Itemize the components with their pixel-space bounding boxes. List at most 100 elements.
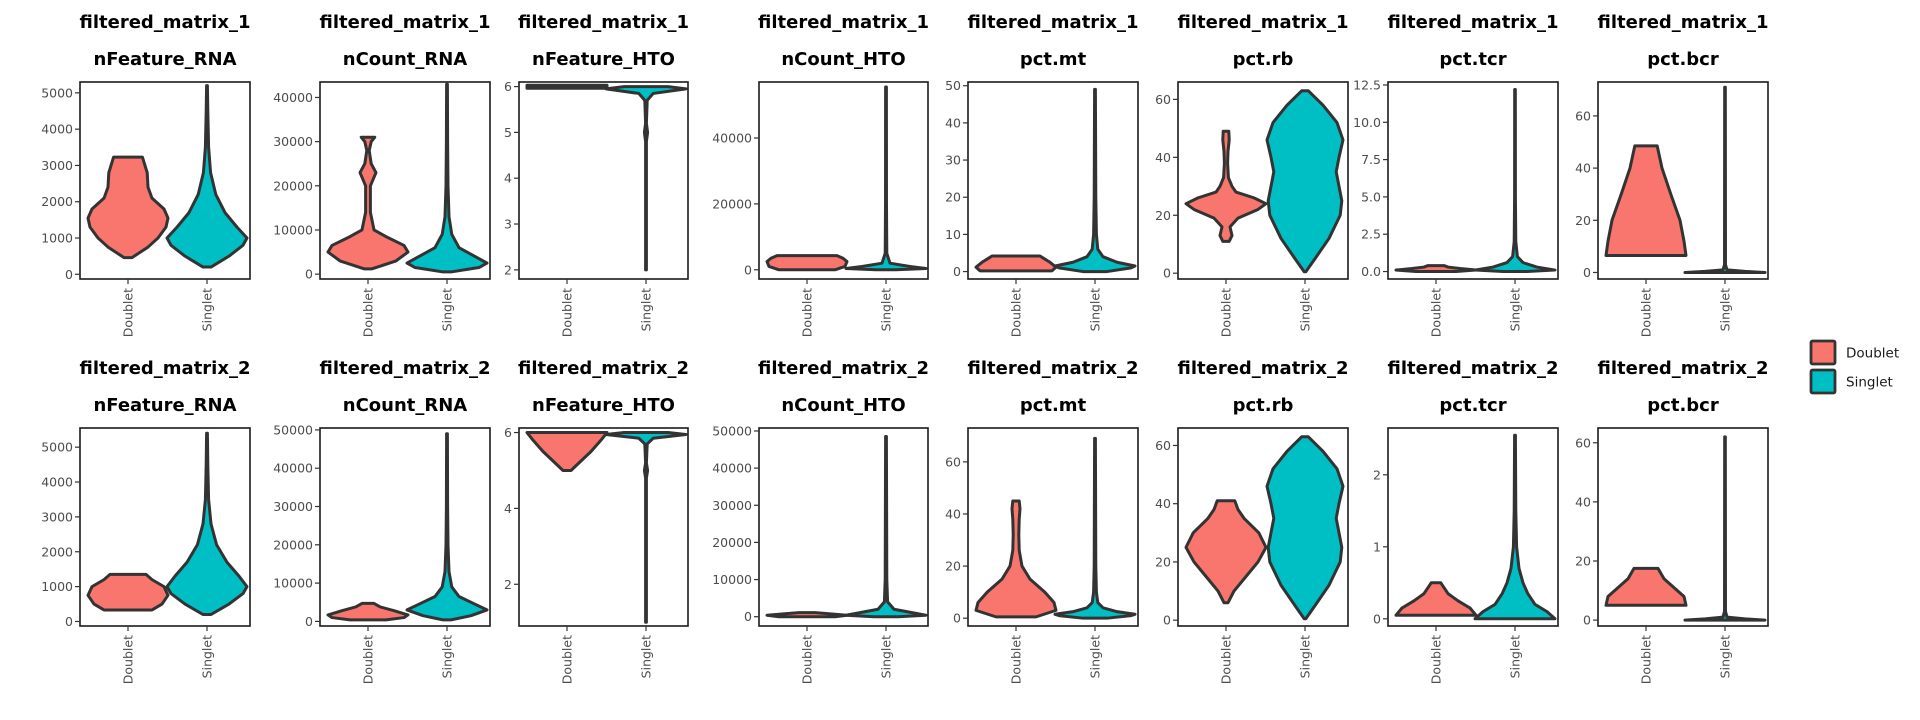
panel-title-dataset: filtered_matrix_1 (1598, 12, 1769, 33)
panel-frame (319, 81, 491, 280)
violin-doublet (974, 254, 1058, 273)
panel-title-metric: pct.rb (1233, 395, 1294, 416)
violin-doublet (1184, 129, 1268, 243)
y-tick-label: 10 (945, 227, 961, 242)
y-tick-label: 60 (1575, 108, 1591, 123)
y-tick-label: 20 (1575, 553, 1591, 568)
x-tick-label: Doublet (1639, 635, 1654, 684)
panel-frame (1597, 427, 1769, 627)
x-tick-label: Doublet (361, 635, 376, 684)
panel-title-metric: pct.rb (1233, 49, 1294, 70)
y-tick-label: 5 (504, 125, 512, 140)
panel-title-metric: pct.bcr (1647, 395, 1719, 416)
panel-filtered_matrix_2-nCount_HTO: filtered_matrix_2 nCount_HTO 0 10000 20000 30… (712, 358, 929, 684)
panel-frame (1387, 81, 1559, 280)
panel-frame (79, 427, 251, 627)
legend-item-singlet: Singlet (1809, 368, 1893, 395)
y-tick-label: 10.0 (1353, 115, 1381, 130)
x-tick-label: Singlet (1088, 635, 1103, 678)
x-tick-label: Singlet (440, 288, 455, 331)
y-tick-label: 40000 (712, 461, 752, 476)
y-tick-label: 2 (1373, 467, 1381, 482)
violin-singlet (405, 82, 489, 274)
panel-title-metric: nCount_HTO (781, 395, 905, 416)
y-tick-label: 0 (65, 267, 73, 282)
panel-frame (758, 81, 929, 280)
x-tick-label: Doublet (1429, 288, 1444, 337)
panel-title-dataset: filtered_matrix_1 (968, 12, 1139, 33)
legend-label: Doublet (1846, 346, 1899, 362)
panel-filtered_matrix_2-pct.rb: filtered_matrix_2 pct.rb 0 20 40 60 Doublet Sin… (1155, 358, 1349, 684)
panel-filtered_matrix_2-nCount_RNA: filtered_matrix_2 nCount_RNA 0 10000 20000 30… (273, 358, 491, 684)
panel-filtered_matrix_2-pct.mt: filtered_matrix_2 pct.mt 0 20 40 60 Doublet Sin… (945, 358, 1139, 684)
y-tick-label: 2 (504, 577, 512, 592)
panel-filtered_matrix_2-nFeature_HTO: filtered_matrix_2 nFeature_HTO 2 4 6 Doublet S… (504, 358, 689, 684)
y-tick-label: 4000 (41, 475, 73, 490)
panel-filtered_matrix_1-pct.tcr: filtered_matrix_1 pct.tcr 0.0 2.5 5.0 7.5 10.0… (1353, 12, 1559, 337)
panel-title-dataset: filtered_matrix_1 (518, 12, 689, 33)
violin-doublet (86, 572, 170, 612)
panel-title-dataset: filtered_matrix_2 (968, 358, 1139, 379)
y-tick-label: 2.5 (1361, 227, 1381, 242)
y-tick-label: 1000 (41, 231, 73, 246)
x-tick-label: Doublet (121, 288, 136, 337)
x-tick-label: Singlet (639, 288, 654, 331)
y-tick-label: 50000 (712, 423, 752, 438)
legend-item-doublet: Doublet (1809, 339, 1899, 366)
y-tick-label: 0 (305, 614, 313, 629)
panel-frame (967, 81, 1139, 280)
violin-singlet (1473, 87, 1557, 274)
y-tick-label: 4 (504, 501, 512, 516)
y-tick-label: 30000 (273, 134, 313, 149)
panel-title-dataset: filtered_matrix_1 (1178, 12, 1349, 33)
panel-title-metric: nCount_RNA (343, 49, 468, 70)
y-tick-label: 5000 (41, 440, 73, 455)
panel-filtered_matrix_1-nCount_RNA: filtered_matrix_1 nCount_RNA 0 10000 20000 30… (273, 12, 491, 337)
y-tick-label: 0 (744, 262, 752, 277)
y-tick-label: 20 (945, 190, 961, 205)
y-tick-label: 1 (1373, 539, 1381, 554)
violin-singlet (604, 431, 688, 624)
x-tick-label: Doublet (800, 288, 815, 337)
panel-title-dataset: filtered_matrix_2 (80, 358, 251, 379)
panel-title-metric: pct.mt (1020, 49, 1087, 70)
y-tick-label: 4 (504, 171, 512, 186)
y-tick-label: 0 (953, 611, 961, 626)
x-tick-label: Doublet (1219, 288, 1234, 337)
y-tick-label: 50000 (273, 422, 313, 437)
violin-singlet (165, 84, 249, 269)
panel-filtered_matrix_1-pct.bcr: filtered_matrix_1 pct.bcr 0 20 40 60 Doublet Si… (1575, 12, 1769, 337)
panel-title-dataset: filtered_matrix_1 (80, 12, 251, 33)
violin-singlet (1265, 89, 1345, 274)
x-tick-label: Singlet (1718, 635, 1733, 678)
y-tick-label: 30000 (712, 498, 752, 513)
y-tick-label: 40000 (273, 90, 313, 105)
panel-frame (1597, 81, 1769, 280)
y-tick-label: 20000 (273, 178, 313, 193)
violin-doublet (326, 601, 410, 622)
y-tick-label: 7.5 (1361, 152, 1381, 167)
x-tick-label: Doublet (560, 635, 575, 684)
x-tick-label: Doublet (1219, 635, 1234, 684)
legend-swatch (1809, 368, 1837, 395)
violin-singlet (405, 432, 489, 622)
violin-doublet (525, 83, 609, 90)
y-tick-label: 40 (945, 115, 961, 130)
y-tick-label: 60 (1155, 438, 1171, 453)
y-tick-label: 0 (1163, 613, 1171, 628)
panel-title-metric: pct.tcr (1439, 49, 1506, 70)
legend-swatch (1809, 339, 1837, 366)
panel-filtered_matrix_1-pct.mt: filtered_matrix_1 pct.mt 0 10 20 30 40 50 Double… (945, 12, 1139, 337)
panel-frame (319, 427, 491, 627)
panel-frame (967, 427, 1139, 627)
y-tick-label: 0 (1583, 265, 1591, 280)
violin-doublet (326, 135, 410, 271)
y-tick-label: 40000 (712, 131, 752, 146)
x-tick-label: Singlet (1508, 288, 1523, 331)
x-tick-label: Singlet (1298, 635, 1313, 678)
panel-filtered_matrix_1-pct.rb: filtered_matrix_1 pct.rb 0 20 40 60 Doublet Sin… (1155, 12, 1349, 337)
panel-filtered_matrix_1-nCount_HTO: filtered_matrix_1 nCount_HTO 0 20000 40000 Do… (712, 12, 929, 337)
y-tick-label: 0 (305, 267, 313, 282)
x-tick-label: Singlet (1298, 288, 1313, 331)
